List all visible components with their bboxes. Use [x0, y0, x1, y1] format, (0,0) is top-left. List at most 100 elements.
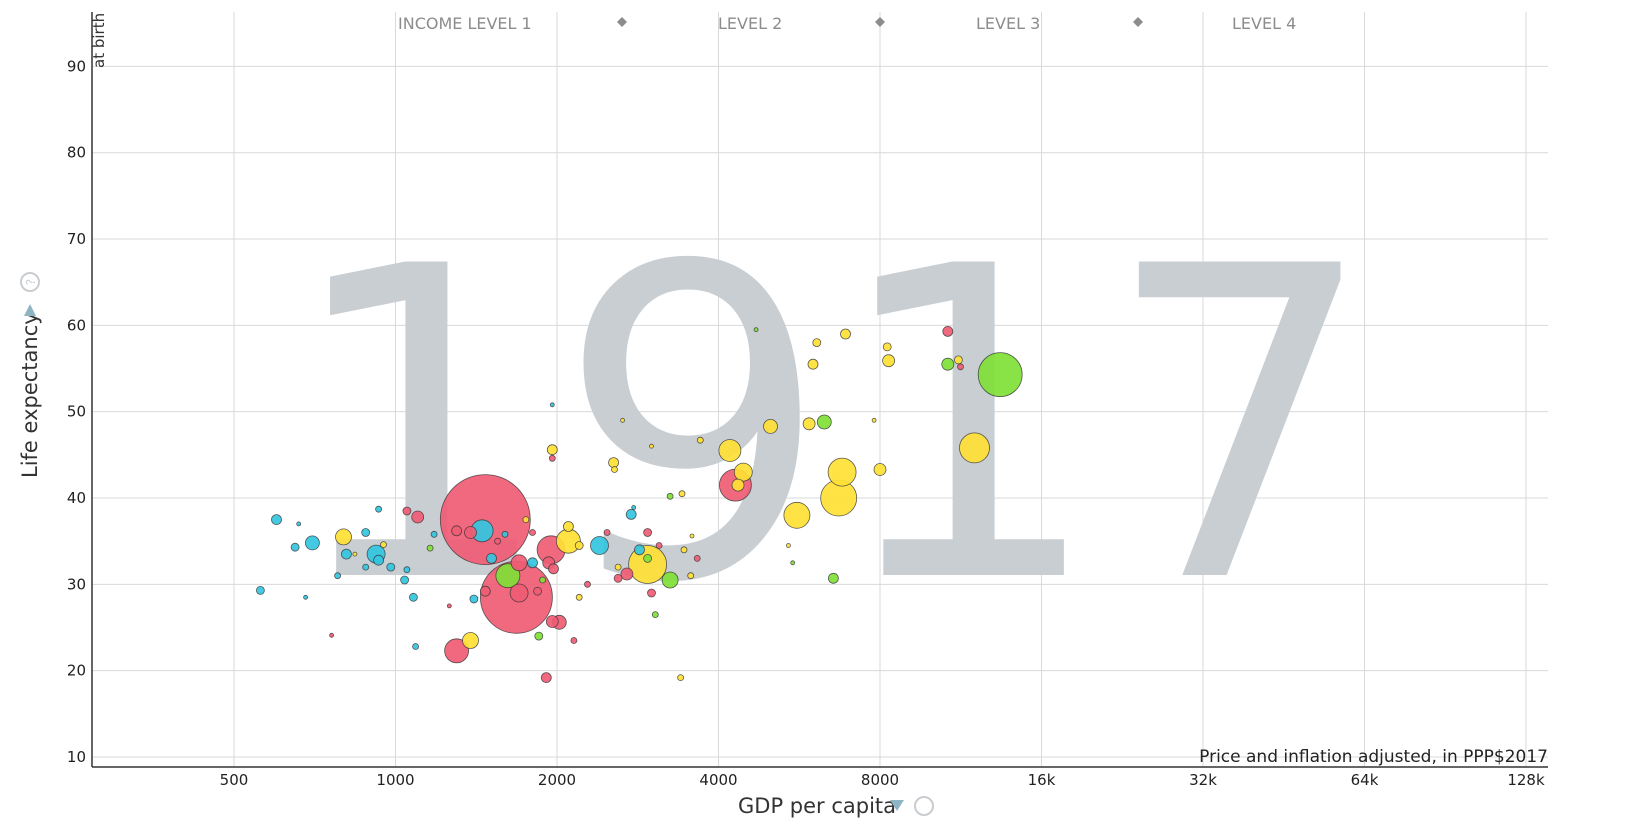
country-bubble[interactable] — [802, 417, 816, 431]
country-bubble[interactable] — [840, 328, 851, 340]
country-bubble[interactable] — [696, 436, 704, 444]
country-bubble[interactable] — [647, 588, 656, 598]
country-bubble[interactable] — [335, 528, 352, 546]
country-bubble[interactable] — [522, 516, 530, 523]
country-bubble[interactable] — [486, 553, 497, 564]
country-bubble[interactable] — [290, 542, 300, 552]
country-bubble[interactable] — [643, 554, 652, 563]
country-bubble[interactable] — [304, 535, 320, 551]
country-bubble[interactable] — [828, 572, 839, 584]
country-bubble[interactable] — [546, 444, 558, 456]
country-bubble[interactable] — [680, 546, 688, 554]
country-bubble[interactable] — [613, 573, 623, 583]
country-bubble[interactable] — [352, 551, 358, 557]
country-bubble[interactable] — [643, 528, 652, 537]
country-bubble[interactable] — [439, 474, 531, 565]
country-bubble[interactable] — [620, 567, 634, 581]
country-bubble[interactable] — [296, 521, 302, 527]
country-bubble[interactable] — [611, 466, 618, 473]
country-bubble[interactable] — [677, 674, 684, 681]
x-axis-selector[interactable]: GDP per capita — [738, 794, 934, 818]
country-bubble[interactable] — [666, 492, 674, 500]
country-bubble[interactable] — [942, 325, 954, 337]
country-bubble[interactable] — [871, 417, 877, 423]
country-bubble[interactable] — [584, 580, 591, 588]
country-bubble[interactable] — [693, 555, 701, 562]
country-bubble[interactable] — [957, 363, 964, 371]
country-bubble[interactable] — [882, 354, 895, 368]
country-bubble[interactable] — [575, 593, 583, 601]
country-bubble[interactable] — [271, 514, 282, 525]
country-bubble[interactable] — [479, 585, 491, 597]
country-bubble[interactable] — [529, 529, 536, 536]
country-bubble[interactable] — [469, 594, 479, 604]
country-bubble[interactable] — [412, 643, 420, 650]
country-bubble[interactable] — [548, 454, 556, 462]
country-bubble[interactable] — [753, 327, 759, 333]
country-bubble[interactable] — [509, 583, 529, 603]
country-bubble[interactable] — [590, 536, 609, 555]
country-bubble[interactable] — [649, 443, 654, 449]
country-bubble[interactable] — [375, 505, 383, 513]
country-bubble[interactable] — [464, 526, 477, 539]
country-bubble[interactable] — [620, 417, 625, 423]
country-bubble[interactable] — [786, 543, 791, 548]
country-bubble[interactable] — [540, 672, 552, 683]
country-bubble[interactable] — [430, 530, 438, 538]
country-bubble[interactable] — [408, 592, 418, 602]
country-bubble[interactable] — [373, 554, 385, 566]
country-bubble[interactable] — [873, 463, 887, 476]
country-bubble[interactable] — [340, 548, 352, 560]
country-bubble[interactable] — [812, 338, 822, 348]
country-bubble[interactable] — [783, 501, 811, 529]
country-bubble[interactable] — [303, 594, 309, 600]
country-bubble[interactable] — [661, 571, 679, 589]
country-bubble[interactable] — [731, 478, 745, 492]
country-bubble[interactable] — [959, 432, 990, 464]
country-bubble[interactable] — [380, 541, 387, 548]
x-axis-title[interactable]: GDP per capita — [738, 794, 896, 818]
country-bubble[interactable] — [426, 544, 434, 552]
country-bubble[interactable] — [334, 572, 342, 580]
country-bubble[interactable] — [718, 439, 742, 462]
country-bubble[interactable] — [689, 533, 695, 539]
country-bubble[interactable] — [362, 563, 370, 571]
triangle-down-icon[interactable] — [890, 800, 904, 811]
country-bubble[interactable] — [655, 542, 663, 549]
country-bubble[interactable] — [608, 457, 619, 469]
y-axis-title[interactable]: Life expectancy — [18, 312, 42, 478]
country-bubble[interactable] — [570, 637, 578, 644]
country-bubble[interactable] — [549, 402, 555, 408]
question-circle-icon[interactable]: ? — [20, 272, 40, 292]
country-bubble[interactable] — [451, 525, 463, 537]
country-bubble[interactable] — [574, 541, 584, 550]
country-bubble[interactable] — [733, 462, 753, 482]
country-bubble[interactable] — [534, 631, 544, 641]
question-circle-icon[interactable] — [914, 796, 934, 816]
country-bubble[interactable] — [501, 530, 509, 538]
country-bubble[interactable] — [807, 358, 819, 370]
country-bubble[interactable] — [444, 638, 470, 664]
country-bubble[interactable] — [539, 576, 546, 584]
country-bubble[interactable] — [603, 529, 611, 536]
country-bubble[interactable] — [631, 505, 637, 510]
y-axis-selector[interactable]: Life expectancy ? — [18, 272, 42, 478]
triangle-down-icon[interactable] — [24, 304, 36, 316]
country-bubble[interactable] — [361, 528, 371, 537]
country-bubble[interactable] — [941, 357, 955, 371]
country-bubble[interactable] — [954, 355, 963, 365]
country-bubble[interactable] — [386, 562, 396, 572]
country-bubble[interactable] — [563, 521, 574, 532]
country-bubble[interactable] — [494, 537, 502, 545]
country-bubble[interactable] — [402, 506, 412, 516]
country-bubble[interactable] — [614, 563, 622, 571]
country-bubble[interactable] — [548, 563, 559, 575]
country-bubble[interactable] — [977, 352, 1023, 398]
country-bubble[interactable] — [634, 544, 645, 556]
country-bubble[interactable] — [510, 554, 528, 572]
country-bubble[interactable] — [687, 572, 695, 580]
country-bubble[interactable] — [495, 563, 521, 589]
country-bubble[interactable] — [400, 575, 410, 585]
country-bubble[interactable] — [763, 418, 778, 434]
country-bubble[interactable] — [462, 632, 479, 649]
